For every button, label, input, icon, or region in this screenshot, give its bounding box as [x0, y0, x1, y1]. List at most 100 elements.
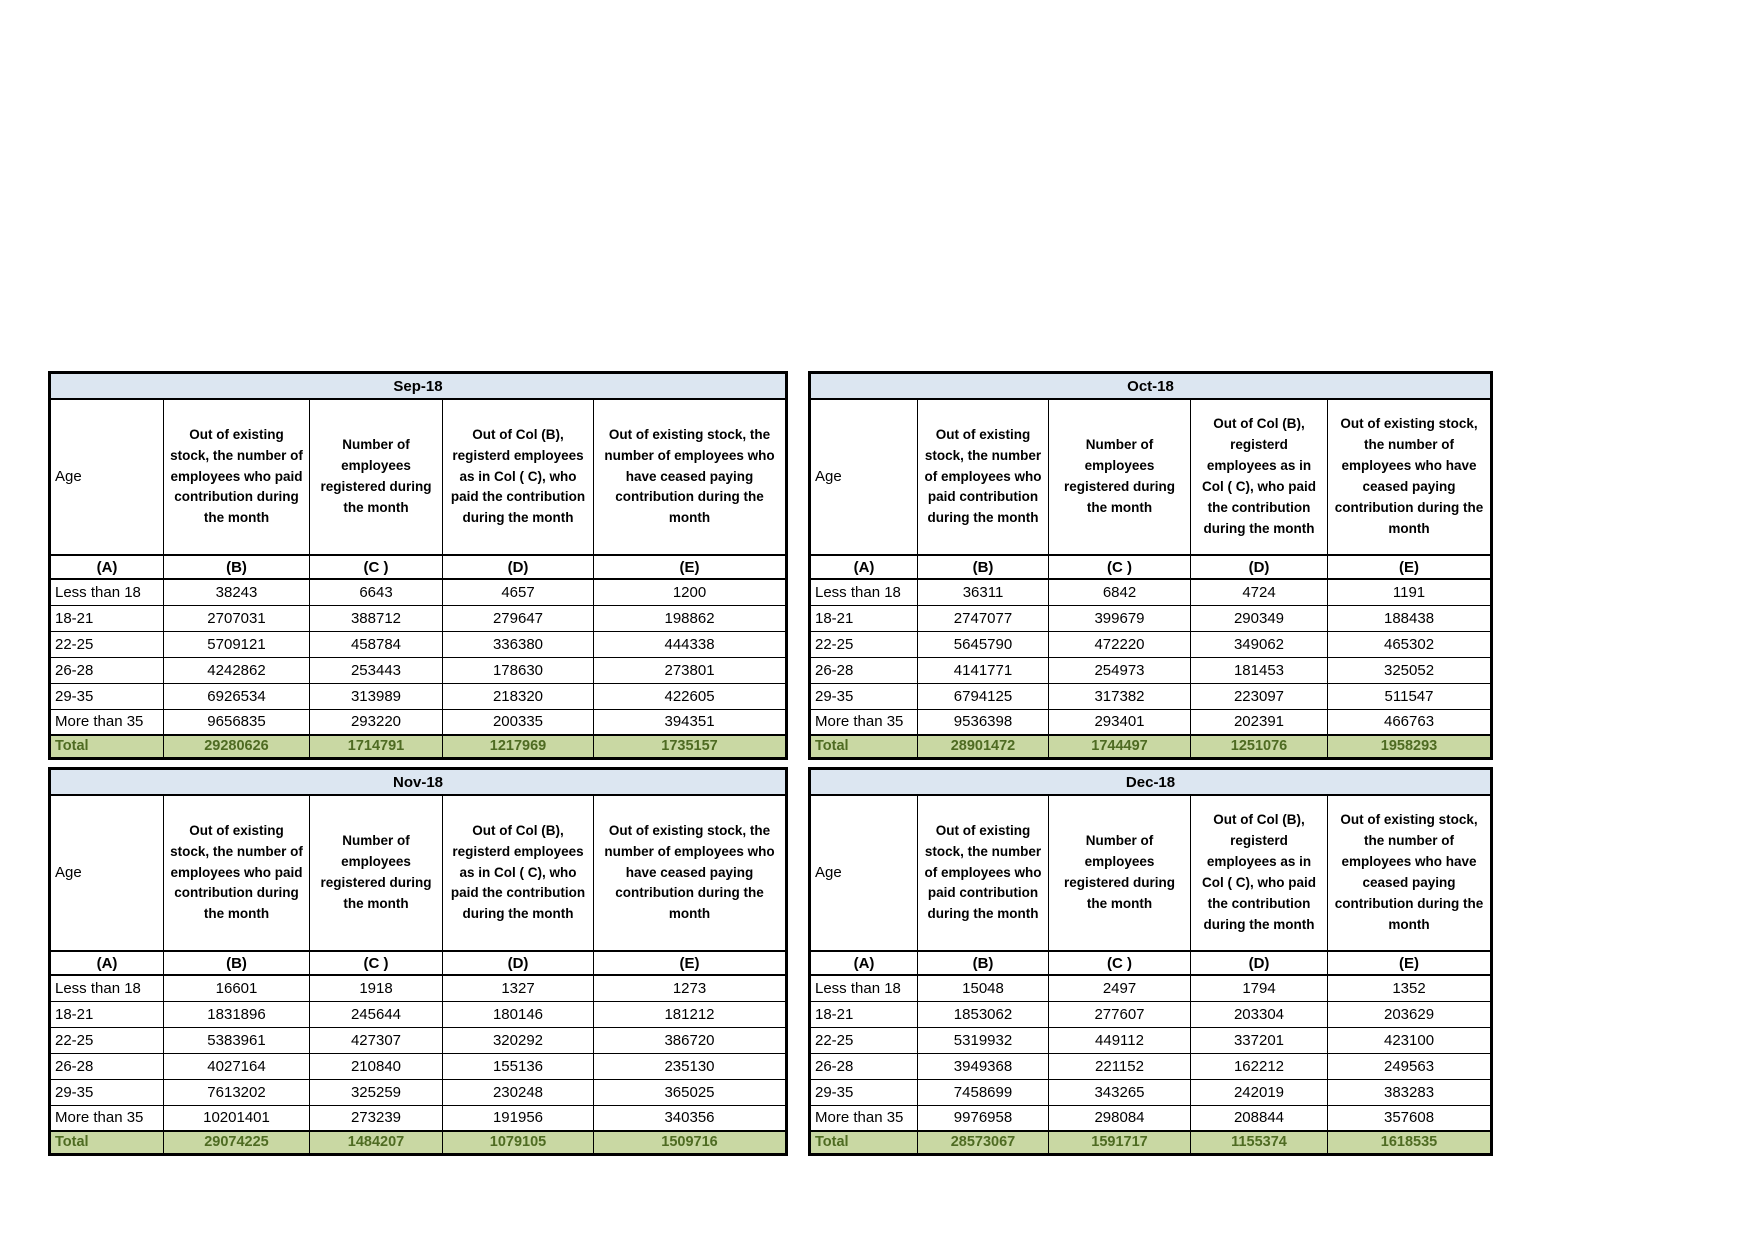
age-label: Total — [809, 1130, 918, 1155]
value-cell: 2747077 — [917, 604, 1049, 632]
value-cell: 29280626 — [163, 734, 310, 759]
table-row: 29-35 7458699 343265 242019 383283 — [809, 1078, 1493, 1106]
value-cell: 221152 — [1048, 1052, 1191, 1080]
column-header-row: Age Out of existing stock, the number of… — [809, 398, 1493, 556]
value-cell: 444338 — [592, 630, 788, 658]
table-row: 18-21 1831896 245644 180146 181212 — [49, 1000, 788, 1028]
table-row: 26-28 4141771 254973 181453 325052 — [809, 656, 1493, 684]
col-header-ceased-paying: Out of existing stock, the number of emp… — [1326, 794, 1493, 952]
value-cell: 273239 — [309, 1104, 443, 1132]
col-letter-e: (E) — [1326, 950, 1493, 976]
value-cell: 290349 — [1190, 604, 1328, 632]
month-title-row: Nov-18 — [48, 768, 788, 796]
age-label: 26-28 — [809, 1052, 918, 1080]
table-row: 22-25 5319932 449112 337201 423100 — [809, 1026, 1493, 1054]
value-cell: 317382 — [1048, 682, 1191, 710]
col-letter-c: (C ) — [309, 554, 443, 580]
value-cell: 336380 — [442, 630, 594, 658]
value-cell: 349062 — [1190, 630, 1328, 658]
value-cell: 325259 — [309, 1078, 443, 1106]
table-row: Less than 18 15048 2497 1794 1352 — [809, 974, 1493, 1002]
age-label: 29-35 — [49, 1078, 164, 1106]
value-cell: 472220 — [1048, 630, 1191, 658]
value-cell: 210840 — [309, 1052, 443, 1080]
value-cell: 394351 — [592, 708, 788, 736]
col-header-registered-paid: Out of Col (B), registerd employees as i… — [442, 794, 594, 952]
value-cell: 1200 — [592, 578, 788, 606]
col-header-registered: Number of employees registered during th… — [309, 398, 443, 556]
value-cell: 191956 — [442, 1104, 594, 1132]
table-row: 18-21 2707031 388712 279647 198862 — [49, 604, 788, 632]
value-cell: 230248 — [442, 1078, 594, 1106]
value-cell: 386720 — [592, 1026, 788, 1054]
age-label: 29-35 — [809, 682, 918, 710]
age-label: Less than 18 — [809, 578, 918, 606]
column-letter-row: (A) (B) (C ) (D) (E) — [809, 950, 1493, 976]
value-cell: 29074225 — [163, 1130, 310, 1155]
age-label: More than 35 — [49, 708, 164, 736]
col-letter-d: (D) — [442, 950, 594, 976]
column-header-row: Age Out of existing stock, the number of… — [809, 794, 1493, 952]
table-row: More than 35 10201401 273239 191956 340356 — [49, 1104, 788, 1132]
age-label: Total — [49, 734, 164, 759]
value-cell: 1591717 — [1048, 1130, 1191, 1155]
col-letter-a: (A) — [49, 950, 164, 976]
col-header-registered: Number of employees registered during th… — [1048, 794, 1191, 952]
col-header-registered: Number of employees registered during th… — [1048, 398, 1191, 556]
table-row: More than 35 9536398 293401 202391 466763 — [809, 708, 1493, 736]
value-cell: 6643 — [309, 578, 443, 606]
value-cell: 337201 — [1190, 1026, 1328, 1054]
value-cell: 465302 — [1326, 630, 1493, 658]
value-cell: 188438 — [1326, 604, 1493, 632]
col-letter-c: (C ) — [1048, 554, 1191, 580]
value-cell: 1352 — [1326, 974, 1493, 1002]
value-cell: 4657 — [442, 578, 594, 606]
table-row: 29-35 6794125 317382 223097 511547 — [809, 682, 1493, 710]
total-row: Total 29074225 1484207 1079105 1509716 — [49, 1130, 788, 1155]
value-cell: 235130 — [592, 1052, 788, 1080]
value-cell: 458784 — [309, 630, 443, 658]
value-cell: 253443 — [309, 656, 443, 684]
age-label: Total — [809, 734, 918, 759]
col-letter-d: (D) — [1190, 950, 1328, 976]
value-cell: 340356 — [592, 1104, 788, 1132]
col-header-age: Age — [809, 794, 918, 952]
column-header-row: Age Out of existing stock, the number of… — [49, 398, 788, 556]
value-cell: 202391 — [1190, 708, 1328, 736]
value-cell: 5383961 — [163, 1026, 310, 1054]
value-cell: 254973 — [1048, 656, 1191, 684]
col-letter-b: (B) — [163, 950, 310, 976]
value-cell: 1251076 — [1190, 734, 1328, 759]
value-cell: 357608 — [1326, 1104, 1493, 1132]
value-cell: 383283 — [1326, 1078, 1493, 1106]
col-letter-d: (D) — [442, 554, 594, 580]
value-cell: 181212 — [592, 1000, 788, 1028]
value-cell: 249563 — [1326, 1052, 1493, 1080]
value-cell: 242019 — [1190, 1078, 1328, 1106]
table-row: 22-25 5709121 458784 336380 444338 — [49, 630, 788, 658]
month-title-row: Dec-18 — [808, 768, 1493, 796]
value-cell: 36311 — [917, 578, 1049, 606]
value-cell: 1273 — [592, 974, 788, 1002]
value-cell: 9976958 — [917, 1104, 1049, 1132]
value-cell: 1735157 — [592, 734, 788, 759]
value-cell: 5645790 — [917, 630, 1049, 658]
value-cell: 178630 — [442, 656, 594, 684]
col-header-ceased-paying: Out of existing stock, the number of emp… — [1326, 398, 1493, 556]
value-cell: 1327 — [442, 974, 594, 1002]
total-row: Total 28901472 1744497 1251076 1958293 — [809, 734, 1493, 759]
age-label: 26-28 — [809, 656, 918, 684]
value-cell: 218320 — [442, 682, 594, 710]
value-cell: 203304 — [1190, 1000, 1328, 1028]
value-cell: 399679 — [1048, 604, 1191, 632]
table-row: 18-21 1853062 277607 203304 203629 — [809, 1000, 1493, 1028]
month-title: Sep-18 — [48, 372, 788, 400]
table-dec-18: Dec-18 Age Out of existing stock, the nu… — [808, 767, 1494, 1156]
table-nov-18: Nov-18 Age Out of existing stock, the nu… — [48, 767, 789, 1156]
column-letter-row: (A) (B) (C ) (D) (E) — [809, 554, 1493, 580]
col-letter-e: (E) — [1326, 554, 1493, 580]
value-cell: 1155374 — [1190, 1130, 1328, 1155]
col-letter-b: (B) — [163, 554, 310, 580]
col-letter-a: (A) — [809, 950, 918, 976]
